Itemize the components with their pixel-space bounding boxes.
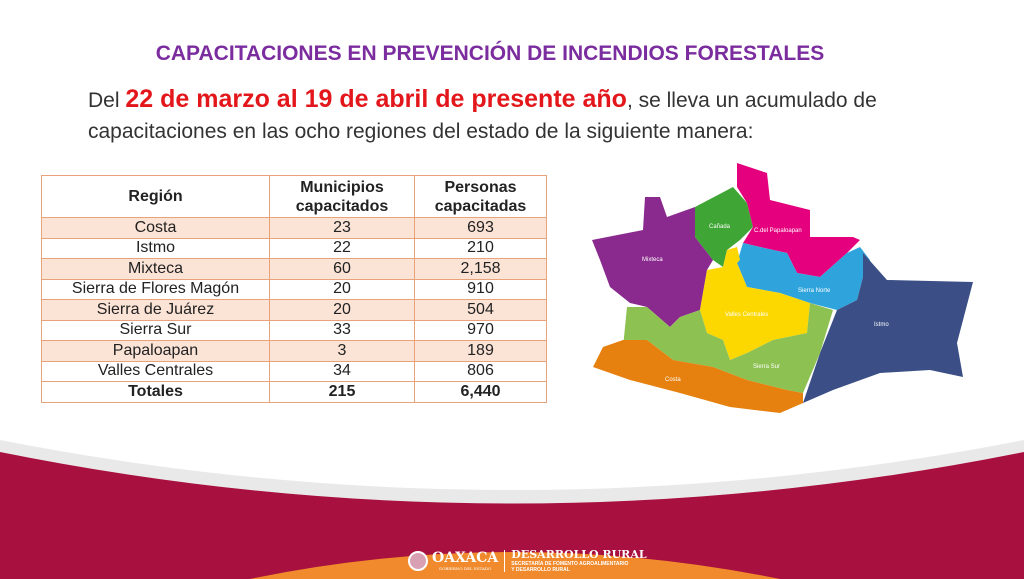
region-sierra-norte [737, 243, 870, 310]
intro-text: Del 22 de marzo al 19 de abril de presen… [88, 85, 877, 143]
map-label: Mixteca [642, 257, 663, 263]
region-canada [695, 187, 753, 267]
map-label: Sierra Norte [798, 288, 831, 294]
cell-region: Papaloapan [41, 340, 270, 362]
map-label: Cañada [709, 224, 731, 230]
divider [504, 549, 506, 572]
map-label: Sierra Sur [753, 364, 780, 370]
region-mixteca [592, 197, 713, 327]
table-row: Sierra Sur 33 970 [41, 319, 547, 341]
region-valles-centrales [700, 247, 810, 360]
map-label: Istmo [874, 322, 889, 328]
cell-municipios: 20 [269, 299, 415, 321]
map-label: C.del Papaloapan [754, 228, 802, 234]
region-papaloapan [737, 163, 860, 277]
table-row: Costa 23 693 [41, 217, 547, 239]
map-label: Costa [665, 377, 681, 383]
training-table: Región Municipios capacitados Personas c… [41, 175, 547, 403]
header-region: Región [41, 175, 270, 218]
oaxaca-logo: OAXACA GOBIERNO DEL ESTADO [432, 550, 499, 571]
totals-row: Totales 215 6,440 [41, 381, 547, 403]
footer-logo: OAXACA GOBIERNO DEL ESTADO DESARROLLO RUR… [408, 548, 647, 573]
cell-region: Costa [41, 217, 270, 239]
region-sierra-sur [623, 303, 833, 393]
cell-region: Valles Centrales [41, 360, 270, 382]
header-personas: Personas capacitadas [414, 175, 547, 218]
cell-municipios: 23 [269, 217, 415, 239]
cell-personas: 504 [414, 299, 547, 321]
map-label: Valles Centrales [725, 312, 768, 318]
cell-municipios: 3 [269, 340, 415, 362]
region-costa [593, 340, 803, 413]
header-municipios: Municipios capacitados [269, 175, 415, 218]
cell-personas: 693 [414, 217, 547, 239]
table-row: Istmo 22 210 [41, 237, 547, 259]
cell-municipios: 34 [269, 360, 415, 382]
table-row: Sierra de Juárez 20 504 [41, 299, 547, 321]
page-title: CAPACITACIONES EN PREVENCIÓN DE INCENDIO… [155, 42, 825, 65]
cell-total: 215 [269, 381, 415, 403]
cell-region: Sierra de Juárez [41, 299, 270, 321]
state-seal-icon [408, 550, 428, 571]
date-range: 22 de marzo al 19 de abril de presente a… [125, 85, 627, 113]
cell-region: Istmo [41, 237, 270, 259]
table-row: Sierra de Flores Magón 20 910 [41, 278, 547, 300]
cell-region: Sierra de Flores Magón [41, 278, 270, 300]
department-name: DESARROLLO RURAL SECRETARÍA DE FOMENTO AG… [511, 548, 647, 573]
cell-total: Totales [41, 381, 270, 403]
table-row: Valles Centrales 34 806 [41, 360, 547, 382]
cell-municipios: 33 [269, 319, 415, 341]
cell-total: 6,440 [414, 381, 547, 403]
region-istmo [803, 253, 973, 403]
cell-municipios: 22 [269, 237, 415, 259]
